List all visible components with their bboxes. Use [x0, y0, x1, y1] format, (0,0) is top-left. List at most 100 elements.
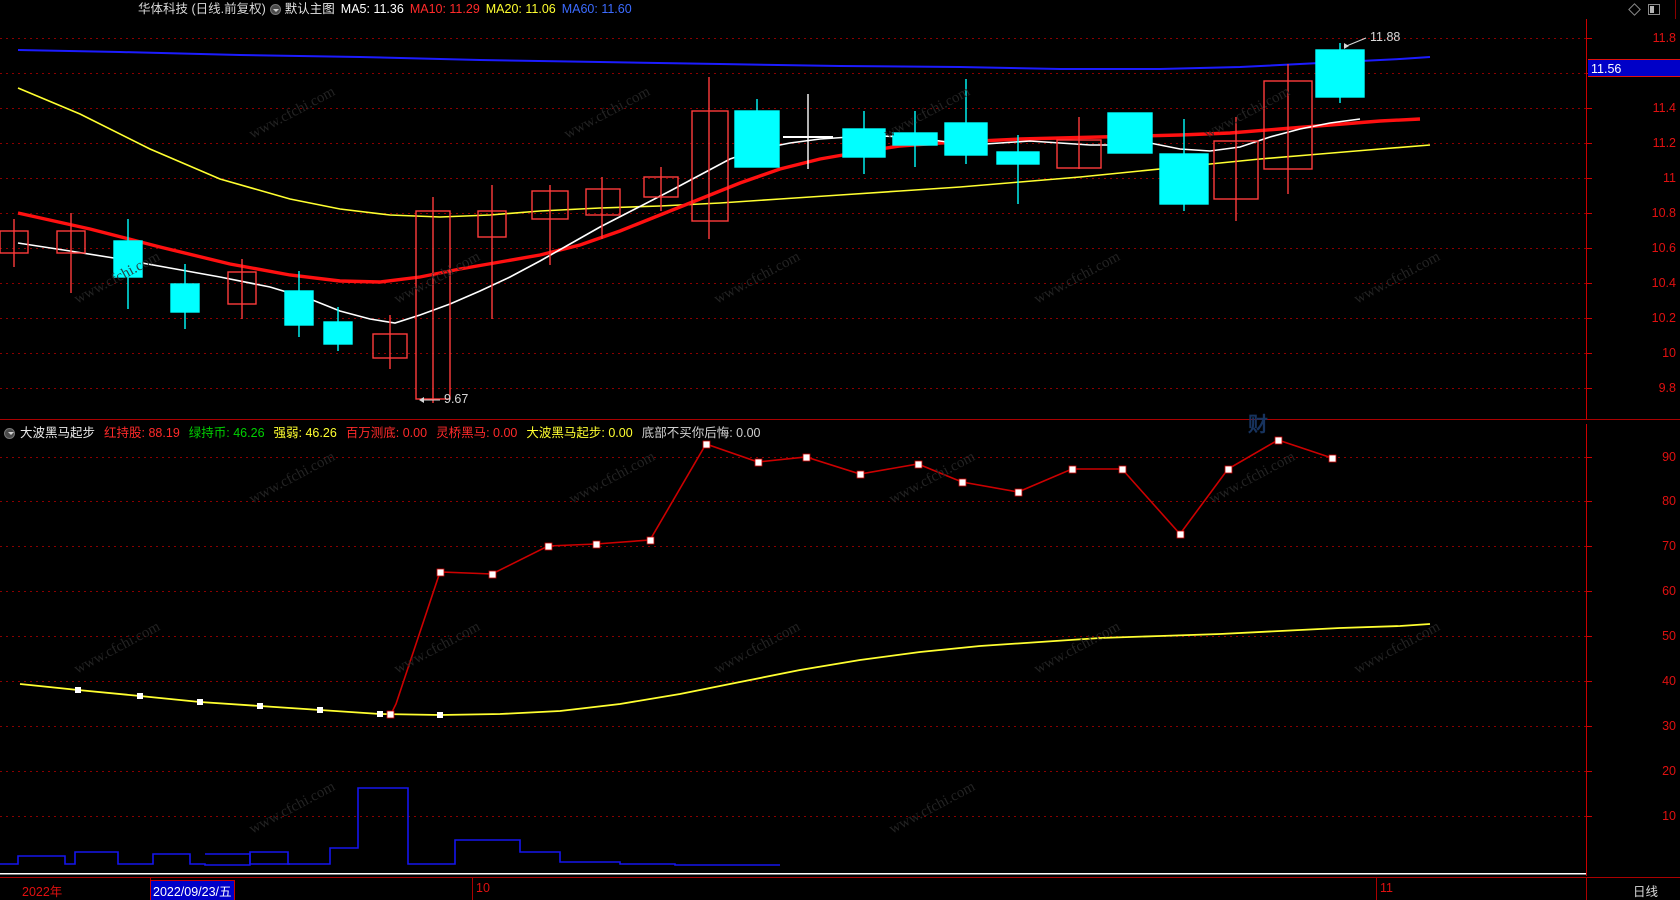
indicator-header: 大波黑马起步 红持股: 88.19 绿持币: 46.26 强弱: 46.26 百…	[0, 424, 1586, 442]
price-tick-label: 11.2	[1652, 136, 1676, 150]
candle	[227, 259, 257, 319]
ma5-legend: MA5: 11.36	[340, 2, 404, 16]
candle	[1159, 119, 1209, 211]
indicator-tick-label: 40	[1662, 674, 1676, 688]
candle	[1315, 43, 1365, 103]
field-label: 强弱:	[273, 426, 302, 440]
candle	[691, 77, 729, 239]
indicator-title[interactable]: 大波黑马起步	[20, 426, 96, 440]
candle-series	[0, 43, 1365, 403]
current-price-badge: 11.56	[1588, 59, 1680, 77]
panel-divider-top	[0, 419, 1680, 420]
high-price-annotation: 11.88	[1370, 30, 1401, 44]
candle	[996, 135, 1040, 204]
candle	[477, 185, 507, 319]
candle	[56, 213, 86, 293]
field-value: 0.00	[608, 426, 633, 440]
blue-step-series	[0, 787, 780, 866]
titlebar-right-icons	[1628, 0, 1676, 19]
titlebar: 华体科技 (日线.前复权) 默认主图 MA5: 11.36 MA10: 11.2…	[0, 0, 1680, 19]
field-value: 46.26	[305, 426, 337, 440]
ma10-legend: MA10: 11.29	[409, 2, 480, 16]
price-axis[interactable]: 11.8 11.4 11.2 11 10.8 10.6 10.4 10.2 10…	[1586, 19, 1680, 419]
year-label: 2022年	[22, 885, 63, 899]
field-label: 百万测底:	[345, 426, 400, 440]
yellow-series-markers	[75, 687, 443, 718]
field-value: 46.26	[233, 426, 265, 440]
sub-gridlines	[0, 457, 1586, 817]
chevron-down-circle-icon[interactable]	[269, 4, 281, 15]
candle	[944, 79, 988, 164]
indicator-plot[interactable]	[0, 424, 1586, 876]
candle	[284, 271, 314, 337]
indicator-tick-label: 20	[1662, 764, 1676, 778]
date-axis[interactable]: 2022年 2022/09/23/五 10 11 日线	[0, 877, 1680, 900]
price-tick-label: 10	[1662, 346, 1676, 360]
candle	[1107, 112, 1153, 154]
ma5-line	[17, 118, 1361, 324]
main-gridlines	[0, 38, 1586, 389]
candle	[842, 111, 886, 174]
price-tick-label: 11	[1663, 171, 1676, 185]
candle	[113, 219, 143, 309]
ma20-line	[17, 87, 1431, 218]
stock-name-label: 华体科技 (日线.前复权)	[138, 2, 266, 16]
price-tick-label: 10.4	[1651, 276, 1676, 290]
ma60-line	[17, 49, 1431, 70]
indicator-tick-label: 50	[1662, 629, 1676, 643]
low-price-annotation: 9.67	[444, 392, 469, 406]
field-label: 红持股:	[104, 426, 145, 440]
indicator-tick-label: 60	[1662, 584, 1676, 598]
red-series	[389, 439, 1333, 715]
diamond-icon[interactable]	[1628, 3, 1641, 16]
candlestick-plot[interactable]	[0, 19, 1586, 419]
titlebar-divider	[1675, 0, 1676, 19]
candle	[892, 111, 938, 167]
candle	[734, 99, 780, 168]
main-price-panel: 11.88 9.67 11.8 11.4 11.2 11 10.8 10.6 1…	[0, 19, 1680, 419]
price-tick-label: 11.8	[1652, 31, 1676, 45]
selected-date-badge[interactable]: 2022/09/23/五	[150, 880, 235, 900]
field-value: 88.19	[148, 426, 180, 440]
candle	[643, 167, 679, 211]
candle	[415, 197, 451, 403]
price-tick-label: 10.6	[1651, 241, 1676, 255]
candle	[585, 177, 621, 239]
indicator-panel: 大波黑马起步 红持股: 88.19 绿持币: 46.26 强弱: 46.26 百…	[0, 424, 1680, 876]
chevron-down-circle-icon[interactable]	[4, 427, 15, 439]
candle	[372, 315, 408, 369]
red-series-markers	[386, 436, 1337, 719]
indicator-tick-label: 10	[1662, 809, 1676, 823]
candle	[1213, 117, 1259, 221]
price-tick-label: 11.4	[1652, 101, 1676, 115]
candle	[170, 264, 200, 329]
price-tick-label: 10.2	[1651, 311, 1676, 325]
field-label: 底部不买你后悔:	[641, 426, 733, 440]
extreme-markers	[419, 37, 1367, 403]
indicator-tick-label: 90	[1662, 450, 1676, 464]
price-tick-label: 9.8	[1658, 381, 1676, 395]
candle	[783, 94, 833, 169]
main-chart-label[interactable]: 默认主图	[284, 2, 335, 16]
split-square-icon[interactable]	[1648, 4, 1660, 15]
field-label: 灵桥黑马:	[436, 426, 490, 440]
field-value: 0.00	[493, 426, 518, 440]
candle	[1056, 117, 1102, 169]
field-value: 0.00	[402, 426, 428, 440]
field-label: 大波黑马起步:	[526, 426, 605, 440]
candle	[531, 185, 569, 265]
ma60-legend: MA60: 11.60	[561, 2, 632, 16]
ma20-legend: MA20: 11.06	[485, 2, 556, 16]
indicator-tick-label: 80	[1662, 494, 1676, 508]
candle	[1263, 64, 1313, 194]
field-value: 0.00	[736, 426, 761, 440]
price-tick-label: 10.8	[1651, 206, 1676, 220]
month-tick-label: 10	[476, 881, 490, 895]
period-label[interactable]: 日线	[1632, 885, 1658, 899]
indicator-axis[interactable]: 90 80 70 60 50 40 30 20 10	[1586, 424, 1680, 876]
candle	[0, 219, 29, 267]
ma10-line	[17, 117, 1421, 284]
indicator-tick-label: 70	[1662, 539, 1676, 553]
indicator-tick-label: 30	[1662, 719, 1676, 733]
